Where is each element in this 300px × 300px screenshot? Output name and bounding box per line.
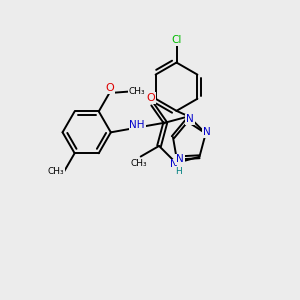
Text: NH: NH bbox=[129, 120, 145, 130]
Text: H: H bbox=[175, 167, 182, 176]
Text: CH₃: CH₃ bbox=[47, 167, 64, 176]
Text: CH₃: CH₃ bbox=[128, 87, 145, 96]
Text: O: O bbox=[147, 93, 156, 103]
Text: N: N bbox=[170, 160, 178, 170]
Text: O: O bbox=[106, 83, 114, 93]
Text: Cl: Cl bbox=[171, 35, 182, 46]
Text: CH₃: CH₃ bbox=[131, 158, 148, 167]
Text: N: N bbox=[203, 127, 211, 137]
Text: N: N bbox=[186, 115, 194, 124]
Text: N: N bbox=[176, 154, 184, 164]
